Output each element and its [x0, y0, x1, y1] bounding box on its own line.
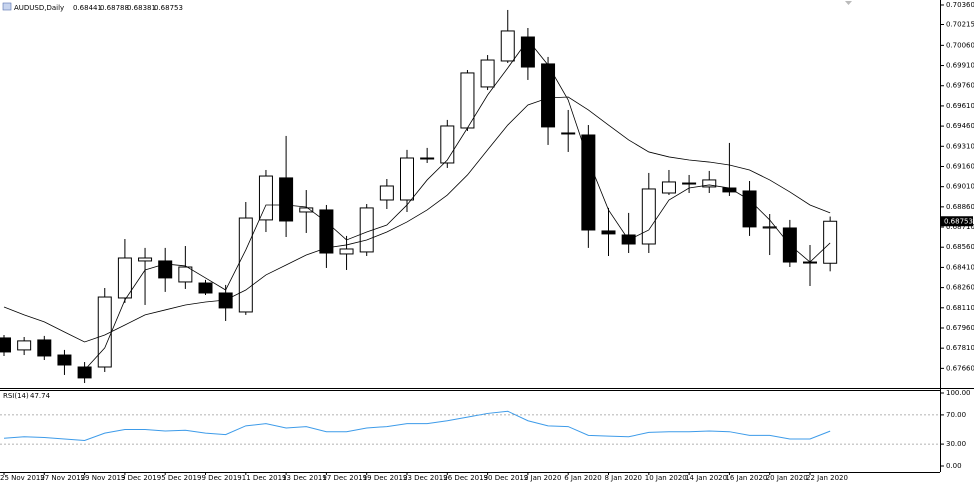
- y-tick-label: 0.69610: [946, 102, 974, 110]
- x-tick-label: 9 Dec 2019: [202, 474, 242, 482]
- x-tick-label: 6 Jan 2020: [564, 474, 602, 482]
- x-tick-label: 13 Dec 2019: [282, 474, 327, 482]
- x-tick-label: 5 Dec 2019: [161, 474, 201, 482]
- candle-body: [339, 248, 354, 255]
- y-tick-label: 0.69460: [946, 122, 974, 130]
- candle-body: [158, 260, 173, 279]
- price-label-bg: [941, 216, 973, 227]
- shift-marker: [845, 1, 852, 5]
- candle-body: [742, 190, 757, 228]
- x-tick-label: 14 Jan 2020: [685, 474, 727, 482]
- x-tick-label: 25 Nov 2019: [0, 474, 45, 482]
- moving-average: [3, 96, 831, 343]
- candle-body: [138, 257, 153, 262]
- candle-body: [762, 226, 777, 229]
- candle-body: [57, 354, 72, 366]
- chart-title: AUDUSD,Daily: [14, 4, 64, 12]
- x-tick-label: 10 Jan 2020: [645, 474, 687, 482]
- y-tick-label: 0.68860: [946, 203, 974, 211]
- candle-body: [198, 282, 213, 294]
- y-tick-label: 0.67810: [946, 344, 974, 352]
- header-open: 0.68441: [73, 4, 102, 12]
- x-tick-label: 8 Jan 2020: [605, 474, 643, 482]
- y-tick-label: 0.69160: [946, 162, 974, 170]
- x-tick-label: 20 Jan 2020: [766, 474, 808, 482]
- candle-body: [97, 296, 112, 368]
- candle-body: [460, 72, 475, 129]
- candle-body: [117, 257, 132, 299]
- y-tick-label: 0.68710: [946, 223, 974, 231]
- rsi-value: 47.74: [30, 392, 51, 400]
- y-tick-label: 0.70360: [946, 1, 974, 9]
- candle-body: [400, 157, 414, 201]
- candle-body: [561, 132, 576, 135]
- candle-body: [279, 177, 294, 222]
- candle-body: [0, 337, 11, 353]
- y-tick-label: 0.70215: [946, 20, 974, 28]
- candle-body: [319, 209, 334, 254]
- header-high: 0.68788: [100, 4, 129, 12]
- symbol-icon: [2, 2, 12, 11]
- x-tick-label: 29 Nov 2019: [81, 474, 126, 482]
- candle-body: [17, 340, 32, 351]
- candle-body: [661, 181, 676, 194]
- y-tick-label: 0.00: [946, 462, 962, 470]
- x-tick-label: 30 Dec 2019: [484, 474, 529, 482]
- rsi-title: RSI(14): [3, 392, 29, 400]
- candle-body: [238, 217, 253, 313]
- x-tick-label: 27 Nov 2019: [40, 474, 85, 482]
- candle-body: [480, 59, 495, 88]
- candle-body: [541, 63, 556, 128]
- candle-body: [258, 175, 273, 221]
- y-tick-label: 0.69310: [946, 142, 974, 150]
- y-tick-label: 0.69010: [946, 183, 974, 191]
- x-tick-label: 16 Jan 2020: [725, 474, 767, 482]
- candle-body: [178, 266, 193, 283]
- x-tick-label: 2 Jan 2020: [524, 474, 562, 482]
- y-tick-label: 0.68110: [946, 304, 974, 312]
- candle-body: [379, 185, 394, 201]
- rsi-line: [3, 410, 831, 441]
- candle-body: [440, 125, 455, 164]
- x-tick-label: 26 Dec 2019: [443, 474, 488, 482]
- x-tick-label: 17 Dec 2019: [322, 474, 367, 482]
- y-tick-label: 0.69760: [946, 82, 974, 90]
- x-tick-label: 19 Dec 2019: [363, 474, 408, 482]
- y-tick-label: 70.00: [946, 411, 966, 419]
- y-tick-label: 100.00: [946, 389, 971, 397]
- x-tick-label: 22 Jan 2020: [806, 474, 848, 482]
- y-tick-label: 0.67960: [946, 324, 974, 332]
- candle-body: [359, 207, 374, 253]
- header-low: 0.68381: [127, 4, 156, 12]
- y-tick-label: 30.00: [946, 440, 966, 448]
- candle-body: [520, 36, 535, 68]
- candle-body: [37, 339, 52, 357]
- header-close: 0.68753: [154, 4, 183, 12]
- y-tick-label: 0.68410: [946, 263, 974, 271]
- moving-average: [84, 39, 831, 371]
- candle-body: [722, 187, 737, 193]
- candle-body: [420, 157, 435, 160]
- candle-body: [581, 134, 596, 231]
- current-price-label: 0.68753: [944, 217, 973, 225]
- candle-body: [299, 207, 314, 213]
- candle-body: [682, 182, 697, 185]
- candle-body: [641, 188, 656, 245]
- x-tick-label: 3 Dec 2019: [121, 474, 161, 482]
- y-tick-label: 0.67660: [946, 364, 974, 372]
- candle-body: [702, 179, 717, 188]
- candle-body: [77, 366, 92, 379]
- candle-body: [823, 220, 838, 264]
- candle-body: [500, 30, 515, 62]
- candle-body: [601, 230, 616, 235]
- y-tick-label: 0.68560: [946, 243, 974, 251]
- y-tick-label: 0.68260: [946, 284, 974, 292]
- y-tick-label: 0.69910: [946, 62, 974, 70]
- x-tick-label: 23 Dec 2019: [403, 474, 448, 482]
- y-tick-label: 0.70060: [946, 41, 974, 49]
- x-tick-label: 11 Dec 2019: [242, 474, 287, 482]
